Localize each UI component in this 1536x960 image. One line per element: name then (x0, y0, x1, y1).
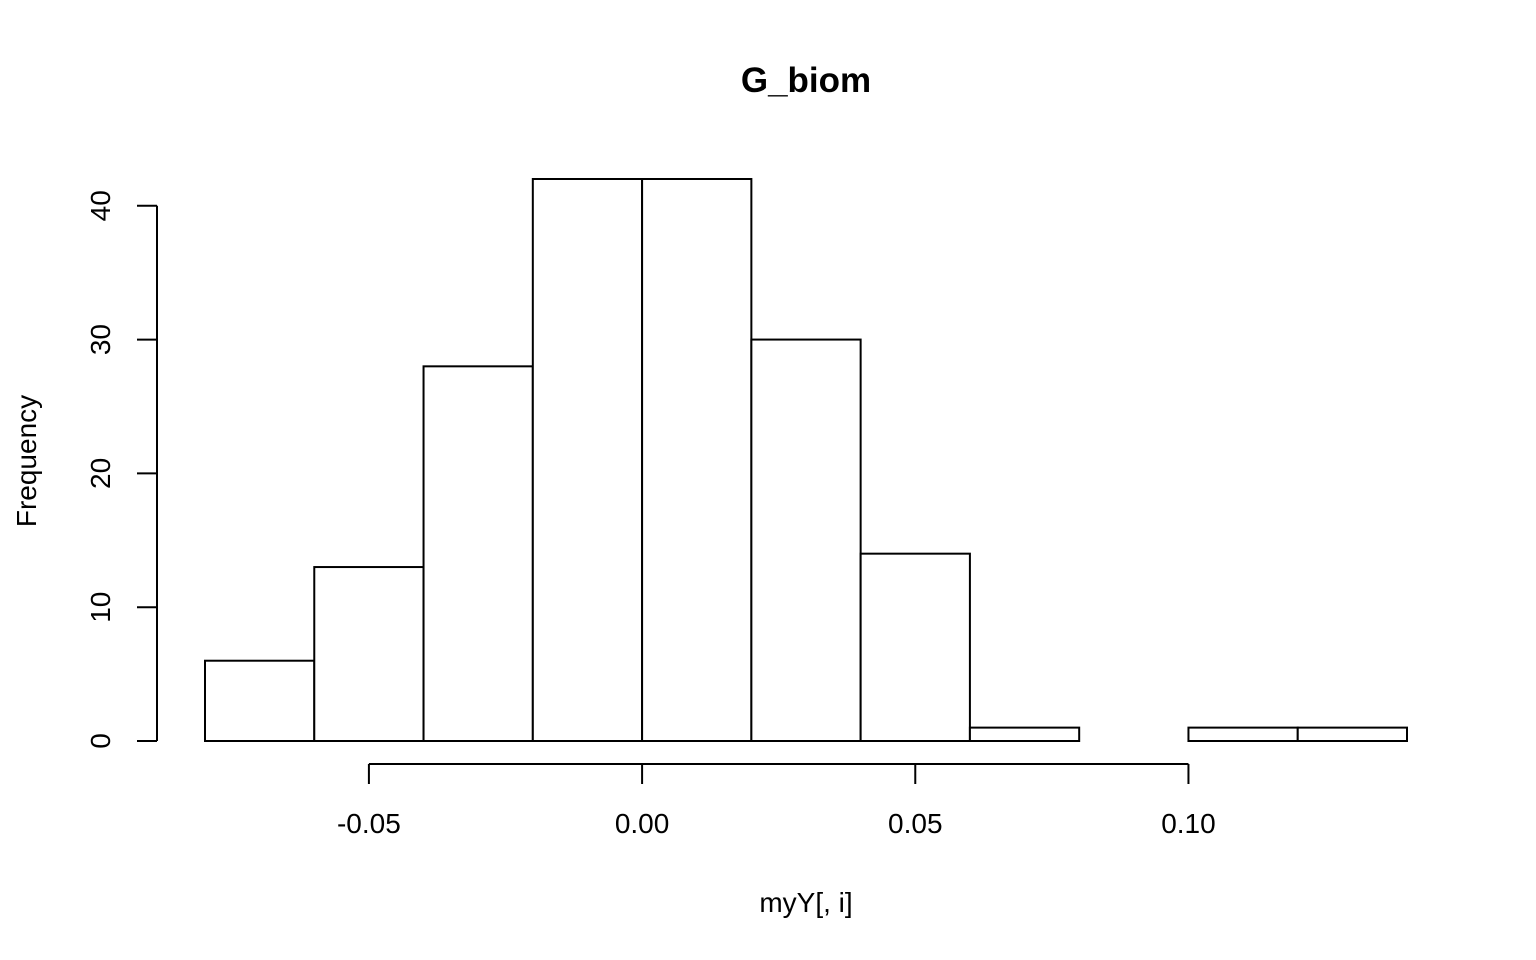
y-tick-label: 20 (85, 458, 116, 489)
x-tick-label: 0.05 (888, 808, 943, 839)
y-tick-label: 10 (85, 592, 116, 623)
y-axis: 0 10 20 30 40 (85, 190, 158, 749)
chart-title: G_biom (741, 61, 871, 100)
y-tick-label: 30 (85, 324, 116, 355)
x-tick-label: -0.05 (337, 808, 401, 839)
histogram-bar (968, 726, 1081, 742)
x-tick-label: 0.00 (615, 808, 670, 839)
histogram-bar (859, 552, 971, 743)
histogram-bar (422, 365, 534, 742)
y-axis-label: Frequency (11, 395, 42, 527)
histogram-bar (750, 338, 862, 742)
x-axis-label: myY[, i] (759, 887, 852, 918)
y-tick-label: 0 (85, 733, 116, 749)
histogram-bar (313, 566, 425, 742)
y-tick-label: 40 (85, 190, 116, 221)
histogram-bar (204, 659, 316, 743)
x-tick-label: 0.10 (1161, 808, 1216, 839)
histogram-bar (641, 178, 753, 742)
histogram-bar (1296, 726, 1409, 742)
histogram-bar (531, 178, 644, 742)
x-axis: -0.05 0.00 0.05 0.10 (337, 763, 1216, 839)
histogram-bars (204, 178, 1409, 743)
histogram-bar (1187, 726, 1299, 742)
